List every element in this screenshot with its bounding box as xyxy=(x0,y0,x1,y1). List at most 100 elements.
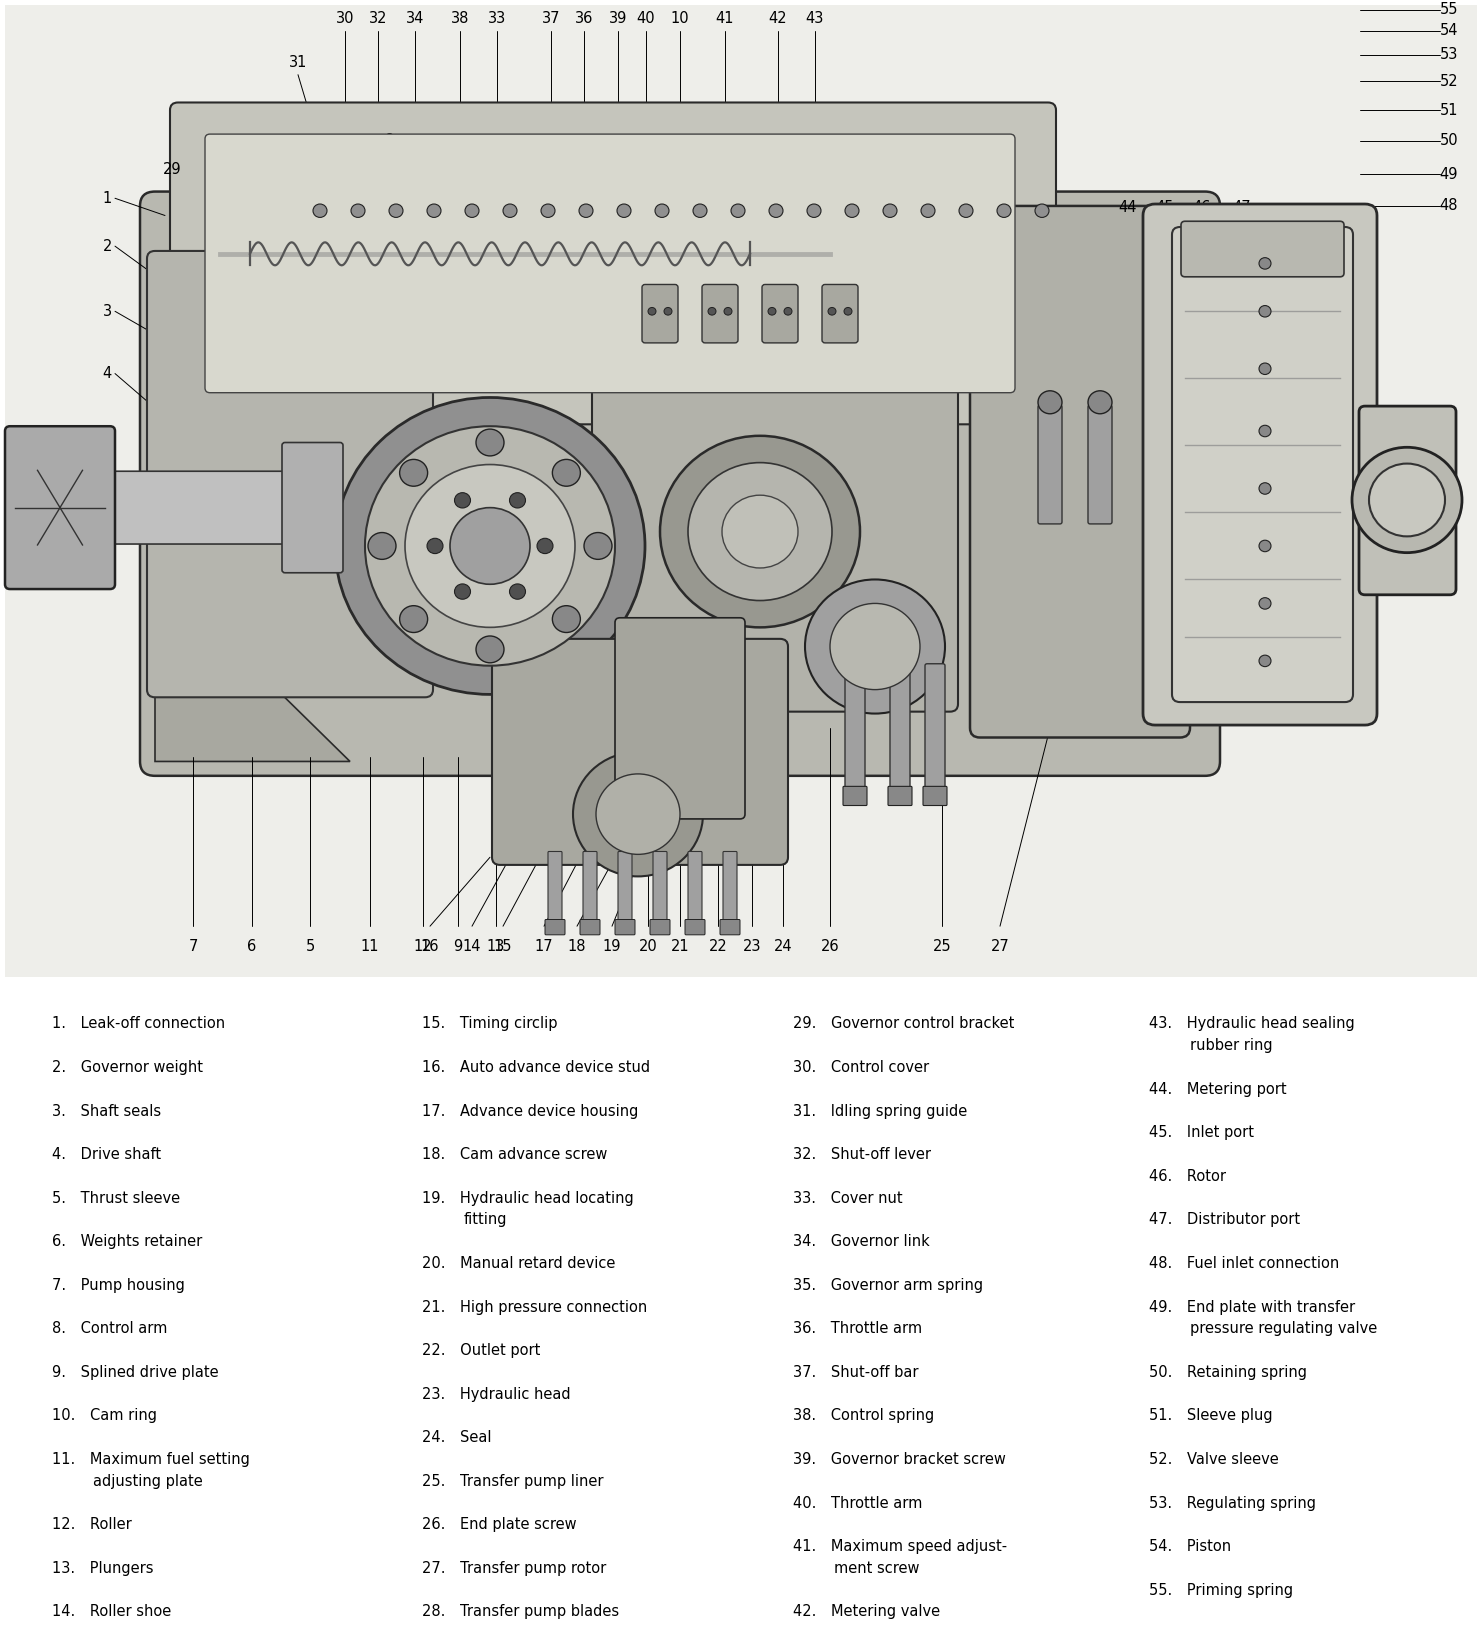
Text: 2. Governor weight: 2. Governor weight xyxy=(52,1059,203,1074)
FancyBboxPatch shape xyxy=(1172,228,1353,701)
Text: 41. Maximum speed adjust-: 41. Maximum speed adjust- xyxy=(793,1539,1006,1554)
Text: 21. High pressure connection: 21. High pressure connection xyxy=(422,1300,648,1315)
Text: 31. Idling spring guide: 31. Idling spring guide xyxy=(793,1104,968,1119)
Text: 23: 23 xyxy=(742,939,762,954)
Text: 52. Valve sleeve: 52. Valve sleeve xyxy=(1149,1452,1279,1467)
Text: 43. Hydraulic head sealing: 43. Hydraulic head sealing xyxy=(1149,1016,1355,1031)
Text: 37. Shut-off bar: 37. Shut-off bar xyxy=(793,1365,919,1379)
Circle shape xyxy=(579,205,593,218)
FancyBboxPatch shape xyxy=(107,472,293,544)
Text: 2: 2 xyxy=(102,239,113,254)
FancyBboxPatch shape xyxy=(1088,406,1112,525)
Text: 1. Leak-off connection: 1. Leak-off connection xyxy=(52,1016,225,1031)
Circle shape xyxy=(1260,305,1272,317)
FancyBboxPatch shape xyxy=(4,5,1478,977)
Text: 55: 55 xyxy=(1439,2,1458,16)
Circle shape xyxy=(1369,464,1445,536)
Text: 27. Transfer pump rotor: 27. Transfer pump rotor xyxy=(422,1561,606,1576)
Text: 20. Manual retard device: 20. Manual retard device xyxy=(422,1256,615,1270)
Text: 12: 12 xyxy=(413,939,433,954)
FancyBboxPatch shape xyxy=(545,919,565,936)
Circle shape xyxy=(510,493,526,508)
Text: 15: 15 xyxy=(494,939,513,954)
Text: 32: 32 xyxy=(369,12,387,26)
Text: ment screw: ment screw xyxy=(834,1561,920,1576)
Text: 8: 8 xyxy=(385,134,394,148)
Text: 5: 5 xyxy=(305,939,314,954)
Text: 43: 43 xyxy=(806,12,824,26)
Circle shape xyxy=(1260,426,1272,437)
Text: 48: 48 xyxy=(1439,198,1458,213)
Text: 40. Throttle arm: 40. Throttle arm xyxy=(793,1495,922,1510)
Text: 50: 50 xyxy=(1439,134,1458,148)
FancyBboxPatch shape xyxy=(582,851,597,931)
Circle shape xyxy=(1260,363,1272,375)
Circle shape xyxy=(476,635,504,663)
Circle shape xyxy=(722,495,797,568)
FancyBboxPatch shape xyxy=(591,246,957,711)
Text: 19. Hydraulic head locating: 19. Hydraulic head locating xyxy=(422,1191,634,1206)
Circle shape xyxy=(731,205,745,218)
FancyBboxPatch shape xyxy=(548,851,562,931)
FancyBboxPatch shape xyxy=(823,284,858,343)
Text: 14. Roller shoe: 14. Roller shoe xyxy=(52,1604,170,1619)
FancyBboxPatch shape xyxy=(720,919,740,936)
FancyBboxPatch shape xyxy=(205,134,1015,393)
Text: 17: 17 xyxy=(535,939,553,954)
Circle shape xyxy=(455,493,470,508)
Text: 51. Sleeve plug: 51. Sleeve plug xyxy=(1149,1409,1272,1424)
Text: 32. Shut-off lever: 32. Shut-off lever xyxy=(793,1147,931,1162)
Text: 42: 42 xyxy=(769,12,787,26)
FancyBboxPatch shape xyxy=(845,663,865,792)
Text: 30. Control cover: 30. Control cover xyxy=(793,1059,929,1074)
Text: 9. Splined drive plate: 9. Splined drive plate xyxy=(52,1365,218,1379)
FancyBboxPatch shape xyxy=(4,426,116,589)
Text: 35: 35 xyxy=(219,162,237,177)
Circle shape xyxy=(725,307,732,315)
Circle shape xyxy=(1260,597,1272,609)
Text: 37: 37 xyxy=(542,12,560,26)
FancyBboxPatch shape xyxy=(971,206,1190,738)
Text: 10. Cam ring: 10. Cam ring xyxy=(52,1409,157,1424)
Text: 15. Timing circlip: 15. Timing circlip xyxy=(422,1016,557,1031)
Circle shape xyxy=(688,462,831,601)
Text: 11: 11 xyxy=(360,939,379,954)
Circle shape xyxy=(1037,391,1063,414)
Text: 4: 4 xyxy=(102,366,113,381)
FancyBboxPatch shape xyxy=(1143,205,1377,724)
Text: 24: 24 xyxy=(774,939,793,954)
Circle shape xyxy=(405,465,575,627)
Text: 33. Cover nut: 33. Cover nut xyxy=(793,1191,903,1206)
Text: 44. Metering port: 44. Metering port xyxy=(1149,1082,1286,1097)
Text: 45. Inlet port: 45. Inlet port xyxy=(1149,1125,1254,1140)
FancyBboxPatch shape xyxy=(1181,221,1344,277)
Circle shape xyxy=(451,508,531,584)
Text: 41: 41 xyxy=(716,12,734,26)
Circle shape xyxy=(1034,205,1049,218)
Text: 30: 30 xyxy=(336,12,354,26)
Circle shape xyxy=(1260,655,1272,667)
Text: 11. Maximum fuel setting: 11. Maximum fuel setting xyxy=(52,1452,250,1467)
Text: 34. Governor link: 34. Governor link xyxy=(793,1234,929,1249)
Text: 13. Plungers: 13. Plungers xyxy=(52,1561,153,1576)
Text: 4. Drive shaft: 4. Drive shaft xyxy=(52,1147,162,1162)
Text: 19: 19 xyxy=(603,939,621,954)
Circle shape xyxy=(536,538,553,554)
Circle shape xyxy=(502,205,517,218)
Circle shape xyxy=(830,604,920,690)
Circle shape xyxy=(388,205,403,218)
Text: fitting: fitting xyxy=(464,1213,507,1228)
Text: 28. Transfer pump blades: 28. Transfer pump blades xyxy=(422,1604,619,1619)
Text: 13: 13 xyxy=(486,939,505,954)
FancyBboxPatch shape xyxy=(139,191,1220,776)
Circle shape xyxy=(574,752,702,876)
Text: 36. Throttle arm: 36. Throttle arm xyxy=(793,1322,922,1336)
Circle shape xyxy=(400,606,428,632)
FancyBboxPatch shape xyxy=(925,663,946,792)
Circle shape xyxy=(553,606,581,632)
Text: 25. Transfer pump liner: 25. Transfer pump liner xyxy=(422,1473,603,1488)
Text: 29. Governor control bracket: 29. Governor control bracket xyxy=(793,1016,1014,1031)
Text: 46. Rotor: 46. Rotor xyxy=(1149,1168,1226,1183)
FancyBboxPatch shape xyxy=(615,919,634,936)
Text: 17. Advance device housing: 17. Advance device housing xyxy=(422,1104,639,1119)
